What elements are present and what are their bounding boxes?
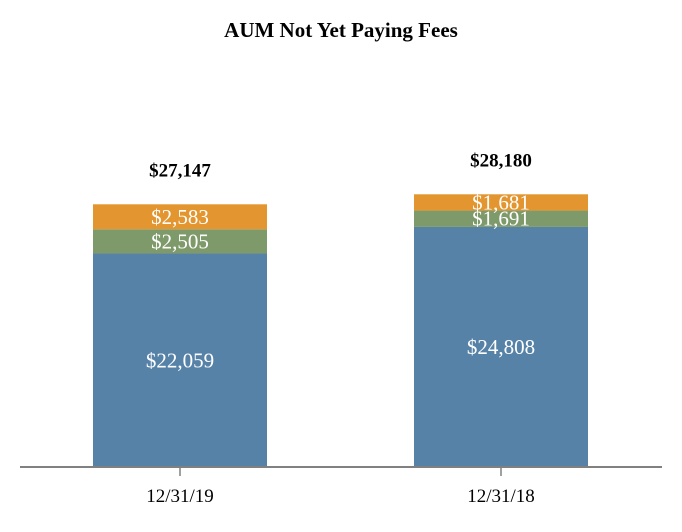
ticks-layer: 12/31/19 12/31/18 [146, 467, 535, 507]
x-tick-label: 12/31/19 [146, 486, 214, 507]
segment-label: $1,691 [472, 207, 530, 231]
bar-segment-1-2 [414, 226, 588, 467]
bar-segment-2-2 [414, 210, 588, 227]
segment-label: $22,059 [146, 348, 214, 372]
x-tick-label: 12/31/18 [467, 486, 535, 507]
bar-segment-3-1 [93, 204, 267, 230]
segment-label: $2,583 [151, 205, 209, 229]
segment-label: $24,808 [467, 335, 535, 359]
bar-segment-2-1 [93, 229, 267, 254]
bar-segment-1-1 [93, 253, 267, 467]
segment-label: $2,505 [151, 229, 209, 253]
total-label: $28,180 [470, 150, 532, 171]
chart-title: AUM Not Yet Paying Fees [224, 18, 458, 42]
bar-segment-3-2 [414, 194, 588, 211]
bars-layer [93, 194, 588, 467]
labels-layer: $22,059$2,505$2,583$27,147$24,808$1,691$… [146, 150, 535, 372]
total-label: $27,147 [149, 160, 211, 181]
segment-label: $1,681 [472, 190, 530, 214]
